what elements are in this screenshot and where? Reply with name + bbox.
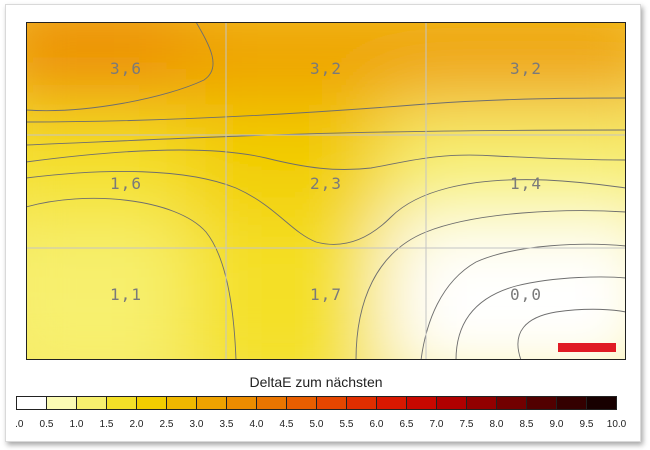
legend-swatch (496, 396, 527, 410)
legend-swatch (586, 396, 617, 410)
cell-value-r1-c0: 1,6 (110, 174, 142, 193)
legend-tick-label: 3.5 (220, 419, 234, 430)
legend-tick-label: 9.0 (550, 419, 564, 430)
legend-tick-labels: 0.0 0.5 1.0 1.5 2.0 2.5 3.0 3.5 4.0 4.5 5.0 5.5 6.0 6… (16, 419, 627, 430)
contour-line (517, 308, 626, 360)
legend-swatch (556, 396, 587, 410)
cell-value-r0-c0: 3,6 (110, 59, 142, 78)
chart-frame: 3,6 3,2 3,2 1,6 2,3 1,4 1,1 1,7 0,0 Delt… (5, 4, 641, 442)
legend-swatch (376, 396, 407, 410)
color-scale-legend: DeltaE zum nächsten 0.0 0.5 1.0 1.5 2.0 2.5 3.… (16, 375, 646, 435)
grid-lines (26, 22, 626, 360)
legend-tick-label: 7.0 (430, 419, 444, 430)
legend-svg: DeltaE zum nächsten 0.0 0.5 1.0 1.5 2.0 2.5 3.… (16, 375, 627, 430)
cell-value-r1-c1: 2,3 (310, 174, 342, 193)
cell-value-r2-c0: 1,1 (110, 285, 142, 304)
legend-tick-label: 4.0 (250, 419, 264, 430)
contour-line (26, 170, 626, 245)
legend-swatch (46, 396, 77, 410)
legend-swatch (226, 396, 257, 410)
legend-tick-label: 5.5 (340, 419, 354, 430)
legend-tick-label: 9.5 (580, 419, 594, 430)
contour-line (455, 276, 626, 360)
cell-value-labels: 3,6 3,2 3,2 1,6 2,3 1,4 1,1 1,7 0,0 (110, 59, 542, 304)
legend-swatch (406, 396, 437, 410)
legend-tick-label: 7.5 (460, 419, 474, 430)
legend-swatch (256, 396, 287, 410)
contour-line (26, 129, 626, 146)
legend-tick-label: 3.0 (190, 419, 204, 430)
red-marker-bar (558, 343, 616, 352)
cell-value-r1-c2: 1,4 (510, 174, 542, 193)
cell-value-r2-c2: 0,0 (510, 285, 542, 304)
cell-value-r0-c2: 3,2 (510, 59, 542, 78)
legend-tick-label: 0.0 (16, 419, 24, 430)
legend-swatch (466, 396, 497, 410)
legend-swatch (316, 396, 347, 410)
legend-swatch (136, 396, 167, 410)
contour-line (420, 243, 626, 360)
legend-swatch (16, 396, 47, 410)
legend-swatch (106, 396, 137, 410)
legend-tick-label: 2.0 (130, 419, 144, 430)
legend-swatch (196, 396, 227, 410)
legend-swatch (436, 396, 467, 410)
legend-tick-label: 4.5 (280, 419, 294, 430)
legend-tick-label: 6.0 (370, 419, 384, 430)
legend-swatch (76, 396, 107, 410)
legend-swatches (16, 396, 617, 410)
legend-swatch (526, 396, 557, 410)
cell-value-r2-c1: 1,7 (310, 285, 342, 304)
plot-border (26, 22, 626, 360)
legend-tick-label: 8.0 (490, 419, 504, 430)
contour-line (26, 22, 214, 112)
legend-swatch (166, 396, 197, 410)
legend-tick-label: 5.0 (310, 419, 324, 430)
heatmap-plot: 3,6 3,2 3,2 1,6 2,3 1,4 1,1 1,7 0,0 (26, 22, 626, 360)
heatmap-svg: 3,6 3,2 3,2 1,6 2,3 1,4 1,1 1,7 0,0 (26, 22, 626, 360)
legend-bar-border (16, 396, 617, 410)
legend-tick-label: 2.5 (160, 419, 174, 430)
legend-swatch (346, 396, 377, 410)
cell-value-r0-c1: 3,2 (310, 59, 342, 78)
legend-title: DeltaE zum nächsten (249, 375, 382, 390)
legend-swatch (286, 396, 317, 410)
heatmap-cell-r2-c2 (386, 217, 626, 360)
legend-tick-label: 0.5 (40, 419, 54, 430)
contour-line (26, 197, 237, 360)
legend-tick-label: 8.5 (520, 419, 534, 430)
legend-ticks (16, 396, 617, 410)
contour-line (26, 97, 626, 123)
legend-tick-label: 10.0 (607, 419, 627, 430)
legend-tick-label: 6.5 (400, 419, 414, 430)
contour-line (26, 149, 626, 170)
legend-tick-label: 1.5 (100, 419, 114, 430)
legend-tick-label: 1.0 (70, 419, 84, 430)
